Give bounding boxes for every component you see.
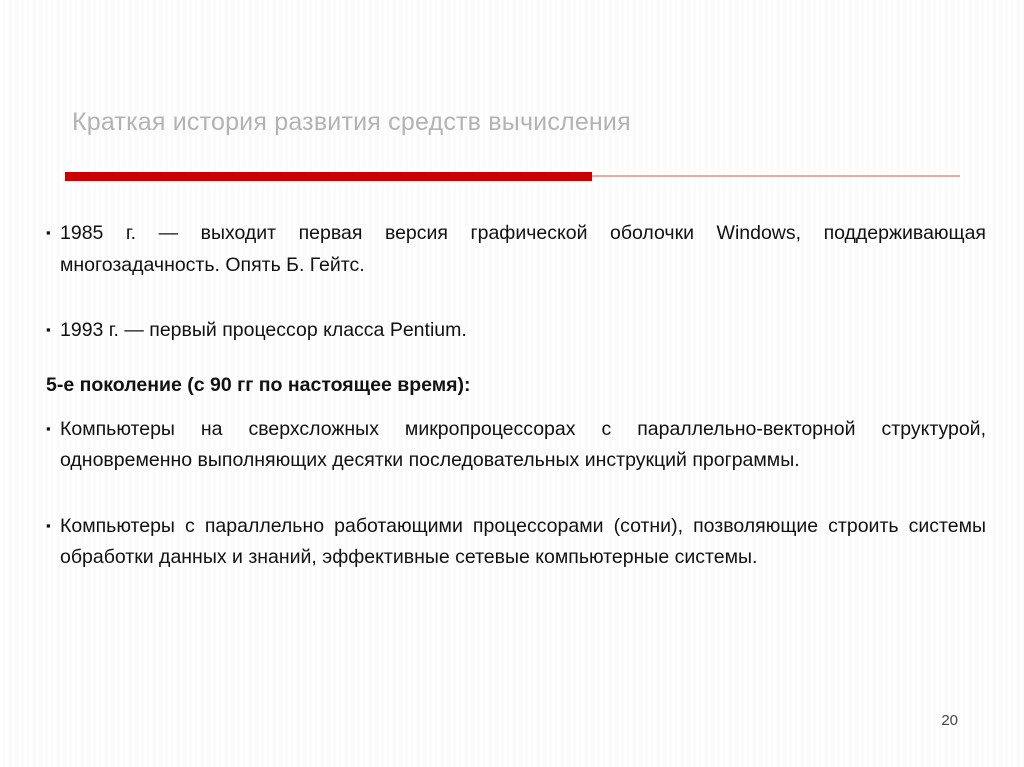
spacer-before-heading — [46, 348, 986, 370]
bullet-item-1993: 1993 г. — первый процессор класса Pentiu… — [46, 315, 986, 347]
bullet-item-parallel: Компьютеры с параллельно работающими про… — [46, 511, 986, 606]
bullet-text-supercomputers: Компьютеры на сверхсложных микропроцессо… — [60, 417, 986, 472]
spacer-after-heading — [46, 402, 986, 414]
page-number: 20 — [941, 712, 958, 729]
bullet-item-supercomputers: Компьютеры на сверхсложных микропроцессо… — [46, 414, 986, 509]
page-title: Краткая история развития средств вычисле… — [72, 108, 631, 136]
bullet-text-parallel: Компьютеры с параллельно работающими про… — [60, 514, 986, 569]
bullet-text-1993: 1993 г. — первый процессор класса Pentiu… — [60, 318, 467, 341]
title-divider — [65, 172, 960, 181]
divider-accent-line — [65, 172, 592, 181]
slide-content: 1985 г. — выходит первая версия графичес… — [46, 218, 986, 607]
bullet-text-1985: 1985 г. — выходит первая версия графичес… — [60, 222, 986, 276]
bullet-item-1985: 1985 г. — выходит первая версия графичес… — [46, 218, 986, 313]
section-heading: 5-е поколение (с 90 гг по настоящее врем… — [46, 374, 471, 397]
